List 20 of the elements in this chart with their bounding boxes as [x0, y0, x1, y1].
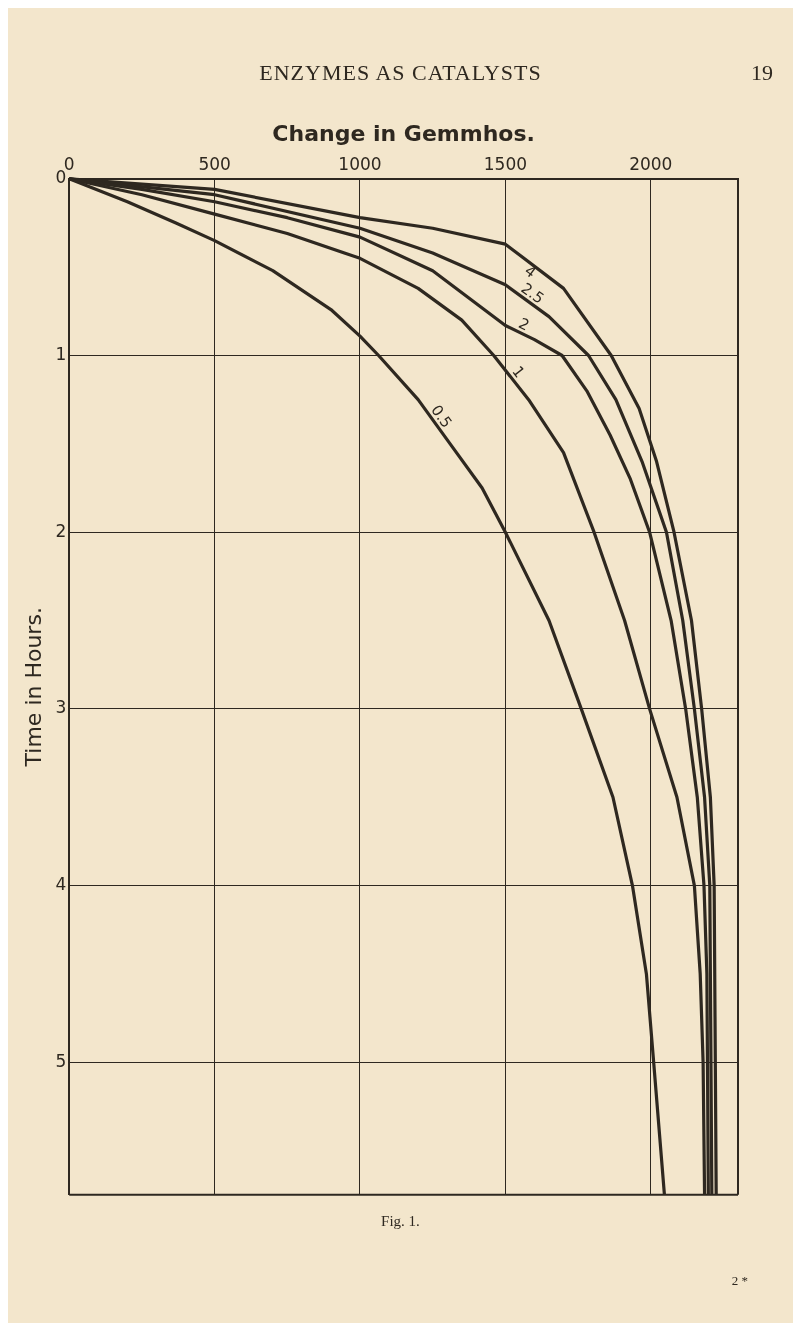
- text: 4: [521, 261, 540, 282]
- text: 0.5: [427, 401, 456, 432]
- x-tick-label: 1000: [338, 154, 382, 175]
- y-tick-label: 3: [55, 697, 67, 718]
- y-axis-title: Time in Hours.: [20, 607, 46, 768]
- x-tick-label: 500: [198, 154, 231, 175]
- y-tick-label: 1: [55, 343, 67, 364]
- text: 1: [508, 362, 529, 382]
- y-tick-label: 5: [55, 1050, 67, 1071]
- x-tick-label: 2000: [629, 154, 673, 175]
- text: 2.5: [517, 279, 548, 308]
- text: 2: [515, 314, 533, 335]
- text: ENZYMES AS CATALYSTS: [259, 60, 542, 85]
- x-axis-title: Change in Gemmhos.: [272, 120, 535, 146]
- y-tick-label: 2: [55, 520, 67, 541]
- y-tick-label: 4: [55, 874, 67, 894]
- x-tick-label: 1500: [483, 154, 528, 175]
- text: 19: [751, 60, 773, 86]
- text: 2 *: [731, 1273, 748, 1289]
- caption: Fig. 1.: [380, 1213, 421, 1230]
